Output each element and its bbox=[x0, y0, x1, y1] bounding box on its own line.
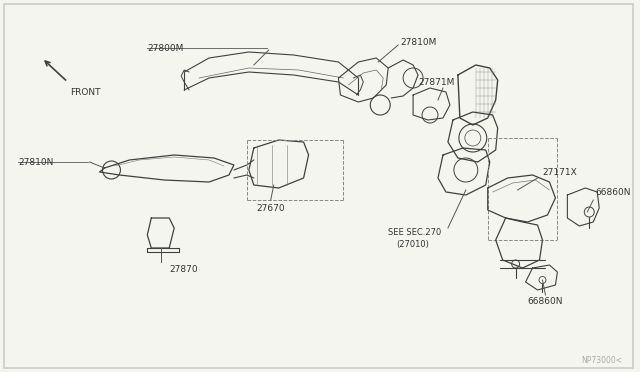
Text: (27010): (27010) bbox=[396, 240, 429, 248]
Text: 27810N: 27810N bbox=[18, 157, 53, 167]
Text: FRONT: FRONT bbox=[70, 88, 100, 97]
Text: 27800M: 27800M bbox=[147, 44, 184, 52]
Text: 27871M: 27871M bbox=[418, 77, 454, 87]
Text: NP73000<: NP73000< bbox=[581, 356, 622, 365]
Text: 27670: 27670 bbox=[257, 203, 285, 212]
Text: 27870: 27870 bbox=[169, 266, 198, 275]
Text: SEE SEC.270: SEE SEC.270 bbox=[388, 228, 442, 237]
Text: 27171X: 27171X bbox=[543, 167, 577, 176]
Text: 27810M: 27810M bbox=[400, 38, 436, 46]
Text: 66860N: 66860N bbox=[595, 187, 631, 196]
Text: 66860N: 66860N bbox=[527, 298, 563, 307]
